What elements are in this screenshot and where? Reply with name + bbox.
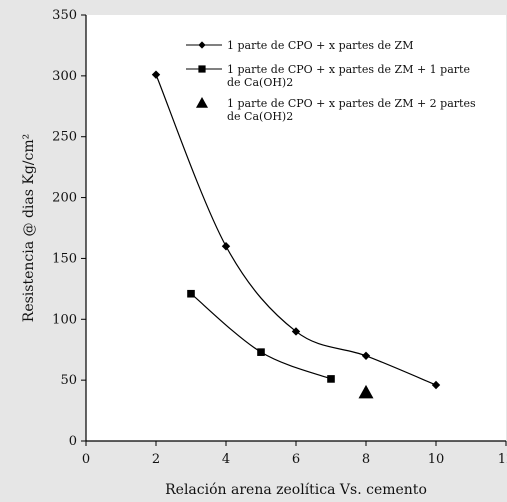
x-tick-label: 8: [362, 452, 370, 467]
legend-marker-3: [196, 97, 208, 108]
x-tick-label: 12: [498, 452, 507, 467]
y-tick-label: 100: [52, 312, 77, 327]
series-1-point: [151, 70, 161, 79]
axes: 0 50 100 150 200 250 300 350 0 2 4 6 8 10 12: [52, 8, 507, 467]
x-tick-label: 0: [82, 452, 90, 467]
series-2-point: [257, 348, 265, 356]
legend-label-3: 1 parte de CPO + x partes de ZM + 2 part…: [227, 97, 476, 110]
series-1-line: [155, 74, 437, 386]
legend-marker-1: [198, 41, 206, 49]
series-3: [358, 384, 374, 399]
y-tick-label: 0: [69, 434, 77, 449]
series-1-point: [431, 380, 441, 390]
series-1-point: [291, 327, 301, 336]
series-2: [187, 289, 335, 383]
y-tick-label: 50: [60, 373, 77, 388]
series-3-point: [358, 384, 374, 399]
series-2-point: [327, 375, 335, 383]
series-2-point: [187, 289, 195, 298]
legend-label-2: de Ca(OH)2: [227, 76, 293, 89]
y-axis-label: Resistencia @ dias Kg/cm²: [21, 134, 37, 322]
legend-label-3: de Ca(OH)2: [227, 110, 293, 123]
y-tick-label: 150: [52, 251, 77, 266]
y-tick-label: 350: [52, 8, 77, 23]
series-1-point: [221, 242, 231, 251]
legend-label-1: 1 parte de CPO + x partes de ZM: [227, 39, 413, 52]
x-tick-label: 10: [428, 452, 445, 467]
series-1: [151, 70, 441, 390]
series-1-point: [361, 351, 371, 360]
y-tick-label: 250: [52, 130, 77, 145]
series-layer: [151, 70, 441, 399]
legend-label-2: 1 parte de CPO + x partes de ZM + 1 part…: [227, 63, 470, 76]
x-axis-label: Relación arena zeolítica Vs. cemento: [165, 482, 427, 498]
x-tick-label: 2: [152, 452, 160, 467]
x-tick-label: 4: [222, 452, 230, 467]
y-tick-label: 300: [52, 69, 77, 84]
x-tick-label: 6: [292, 452, 300, 467]
y-tick-label: 200: [52, 191, 77, 206]
legend-marker-2: [198, 65, 206, 73]
plot-area: [86, 15, 506, 441]
legend: 1 parte de CPO + x partes de ZM 1 parte d…: [186, 39, 476, 123]
